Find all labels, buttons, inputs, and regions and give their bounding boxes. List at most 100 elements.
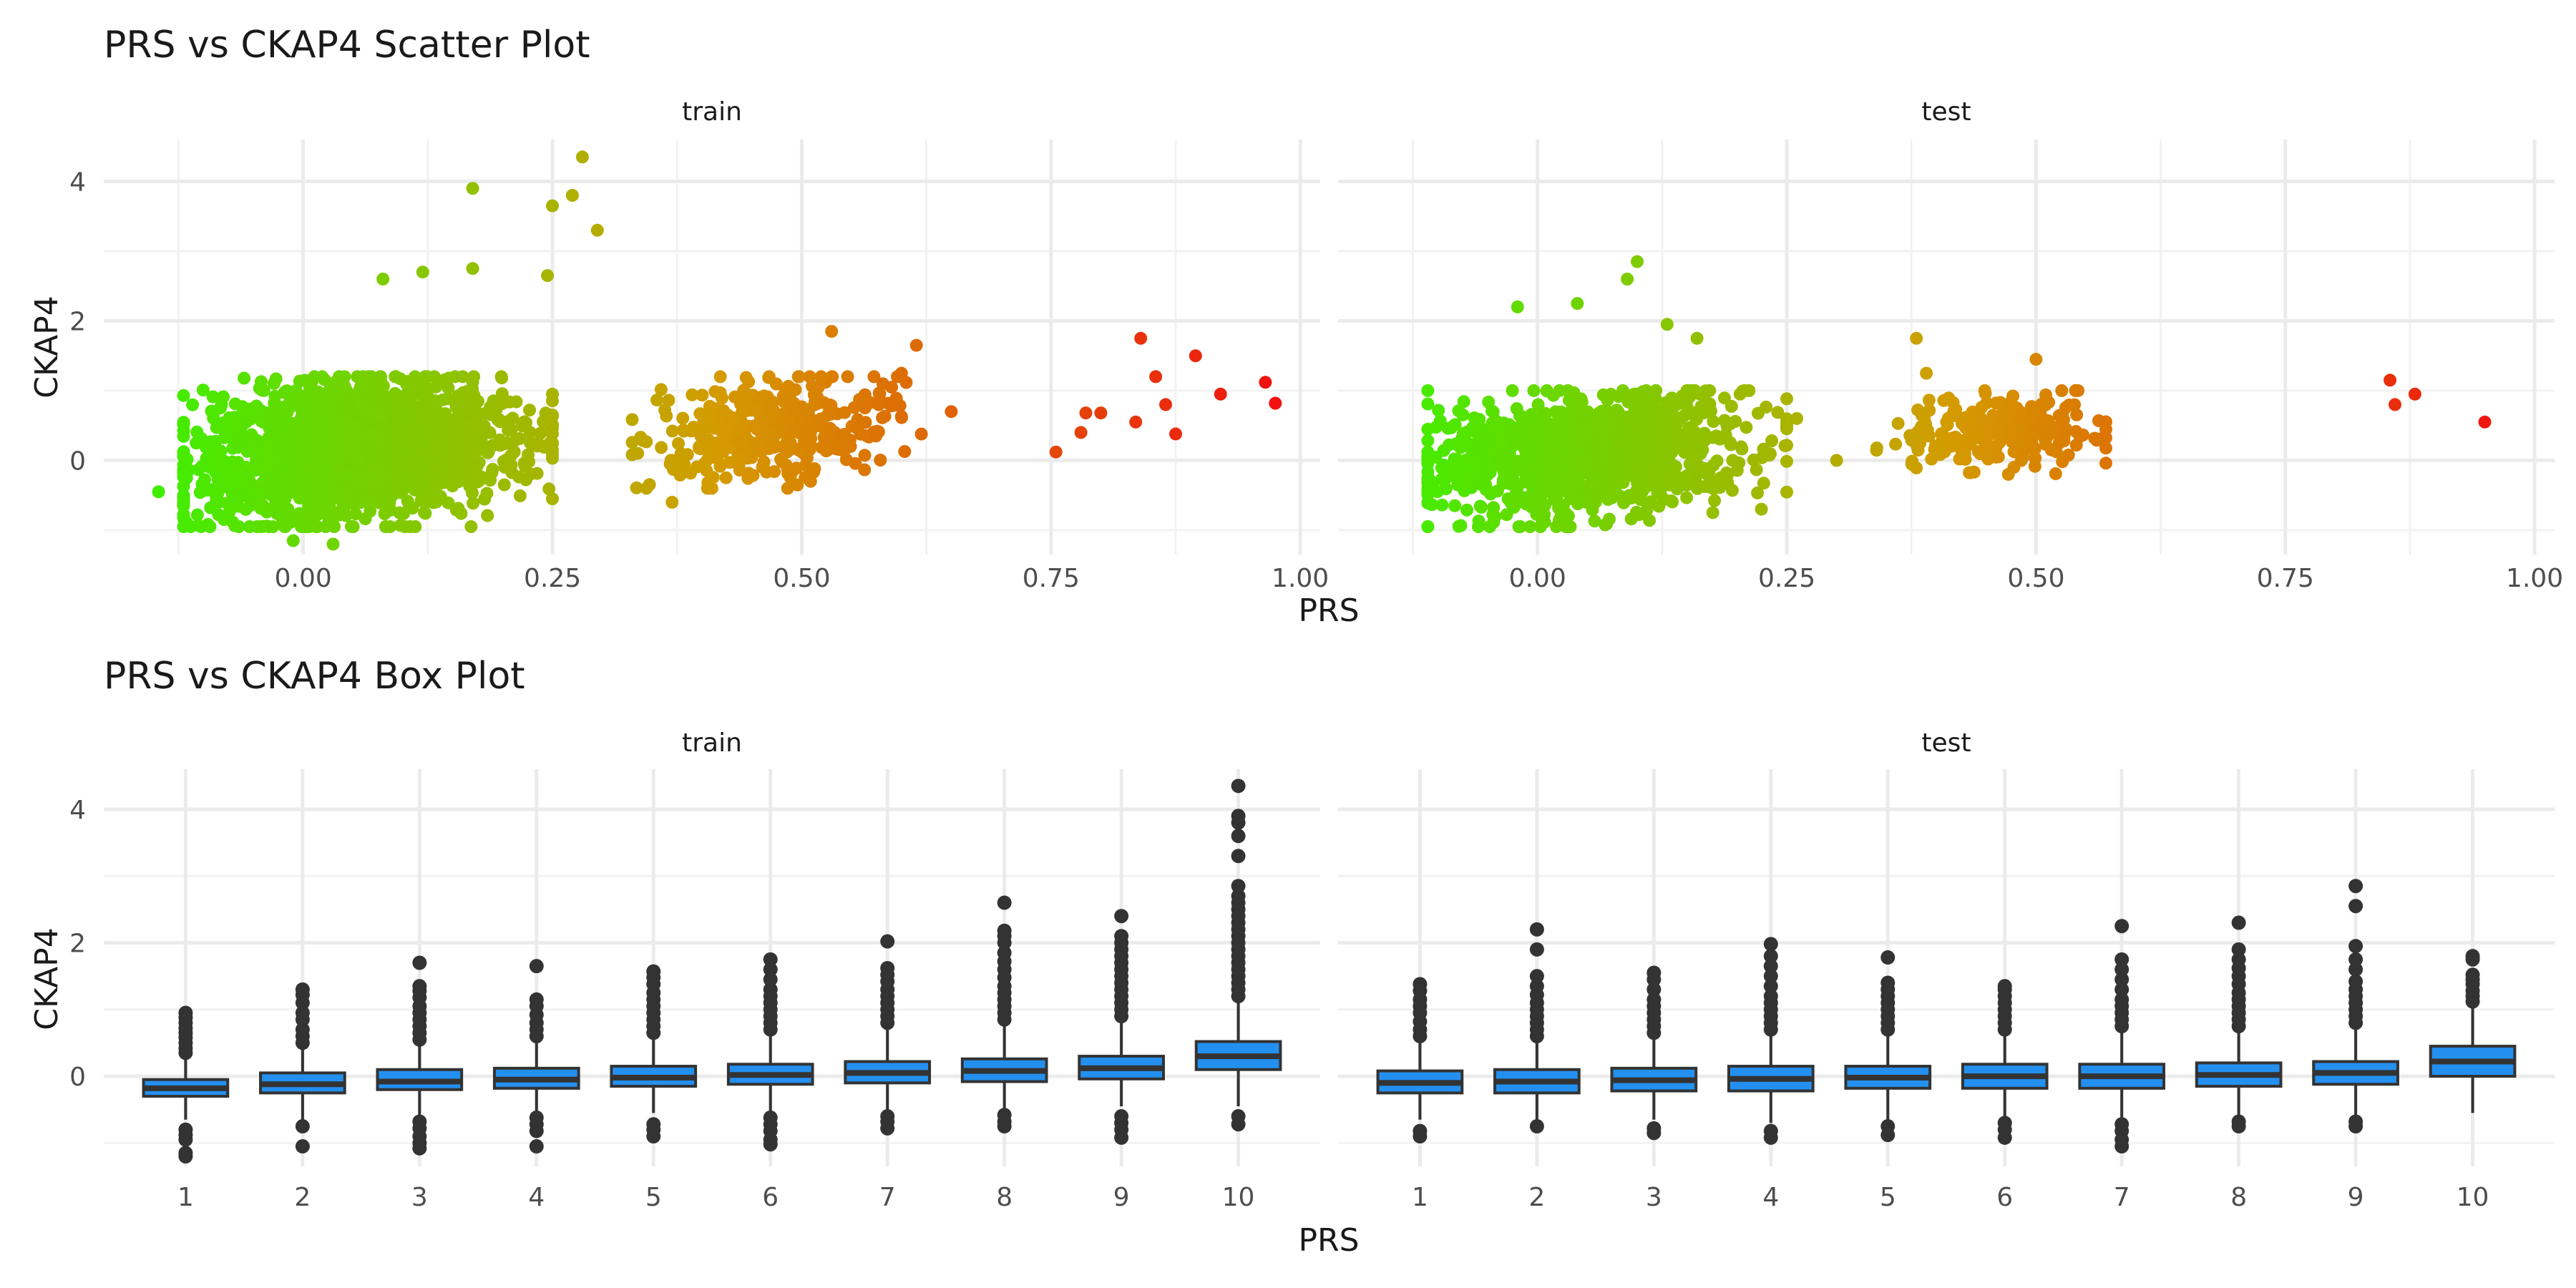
scatter-point — [914, 427, 928, 441]
scatter-point — [2025, 400, 2038, 414]
box-outlier — [1231, 809, 1246, 824]
scatter-point — [328, 376, 342, 389]
scatter-point — [1567, 386, 1581, 399]
x-tick-label: 1.00 — [1272, 564, 1329, 593]
scatter-point — [786, 399, 800, 413]
scatter-point — [1516, 490, 1529, 504]
scatter-point — [676, 411, 690, 425]
scatter-point — [781, 482, 794, 495]
scatter-point — [302, 499, 316, 513]
scatter-point — [266, 520, 280, 533]
box-outlier — [646, 1129, 661, 1144]
scatter-point — [429, 380, 443, 394]
box-outlier — [1763, 1130, 1778, 1145]
scatter-point — [386, 444, 400, 458]
scatter-point — [298, 451, 312, 464]
scatter-point — [495, 387, 509, 401]
scatter-point — [1610, 429, 1624, 442]
scatter-point — [466, 182, 479, 195]
scatter-point — [466, 262, 479, 275]
scatter-point — [302, 520, 316, 533]
scatter-point — [1536, 517, 1549, 530]
scatter-point — [306, 375, 319, 389]
x-tick-label: 9 — [2348, 1183, 2364, 1212]
scatter-point — [326, 407, 340, 421]
scatter-point — [1421, 520, 1435, 533]
scatter-point — [746, 419, 760, 433]
scatter-point — [280, 512, 294, 526]
scatter-point — [343, 395, 357, 409]
scatter-point — [625, 413, 639, 426]
scatter-point — [1636, 447, 1650, 460]
scatter-point — [1765, 434, 1779, 447]
scatter-point — [1674, 428, 1687, 441]
scatter-point — [781, 415, 794, 429]
scatter-point — [1634, 462, 1648, 476]
scatter-point — [280, 404, 294, 418]
box-outlier — [529, 992, 544, 1007]
scatter-point — [445, 417, 459, 431]
scatter-point — [1452, 519, 1465, 533]
scatter-point — [224, 474, 238, 487]
scatter-point — [411, 473, 424, 486]
scatter-point — [1631, 474, 1645, 488]
x-tick-label: 10 — [2457, 1183, 2489, 1212]
scatter-point — [674, 447, 688, 460]
box-outlier — [295, 1139, 310, 1154]
box-outlier — [1529, 942, 1544, 957]
scatter-point — [1780, 454, 1793, 468]
scatter-point — [825, 325, 839, 338]
scatter-point — [1657, 492, 1671, 506]
scatter-point — [396, 484, 409, 497]
scatter-point — [1551, 482, 1565, 494]
scatter-point — [2478, 415, 2492, 429]
scatter-point — [719, 426, 733, 440]
scatter-point — [302, 422, 316, 436]
box-7 — [844, 934, 932, 1136]
scatter-point — [431, 442, 444, 456]
scatter-point — [1460, 503, 1473, 517]
scatter-point — [519, 416, 532, 429]
scatter-point — [814, 370, 828, 384]
box-outlier — [763, 962, 778, 977]
scatter-point — [409, 520, 422, 533]
scatter-point — [723, 456, 736, 469]
scatter-point — [1557, 454, 1571, 467]
scatter-point — [248, 441, 261, 455]
box-outlier — [2348, 974, 2363, 989]
x-tick-label: 8 — [2230, 1183, 2247, 1212]
scatter-point — [480, 487, 494, 500]
scatter-point — [1991, 420, 2004, 434]
scatter-point — [1421, 397, 1435, 411]
scatter-point — [541, 269, 555, 283]
scatter-point — [384, 520, 396, 533]
scatter-point — [1961, 435, 1975, 449]
box-x-axis-label: PRS — [1298, 1222, 1359, 1259]
scatter-point — [2014, 405, 2027, 419]
scatter-point — [1751, 486, 1765, 499]
x-tick-label: 0.50 — [2007, 564, 2064, 593]
scatter-point — [1735, 442, 1749, 456]
scatter-point — [640, 435, 653, 449]
scatter-point — [1619, 449, 1632, 462]
scatter-point — [650, 394, 664, 407]
scatter-point — [1579, 458, 1592, 471]
scatter-point — [213, 495, 226, 509]
box-outlier — [2114, 952, 2129, 967]
scatter-point — [884, 399, 898, 413]
box-outlier — [880, 934, 895, 949]
scatter-point — [470, 473, 484, 487]
scatter-point — [1659, 441, 1672, 454]
scatter-point — [431, 479, 444, 492]
scatter-point — [1665, 391, 1679, 405]
scatter-point — [1586, 470, 1599, 484]
scatter-point — [1679, 469, 1693, 483]
box-outlier — [1763, 969, 1778, 984]
scatter-point — [349, 507, 363, 521]
scatter-point — [1531, 425, 1545, 439]
scatter-point — [807, 465, 821, 479]
scatter-point — [654, 383, 668, 396]
scatter-point — [779, 384, 792, 398]
x-tick-label: 0.00 — [275, 564, 332, 593]
scatter-point — [1500, 508, 1513, 522]
